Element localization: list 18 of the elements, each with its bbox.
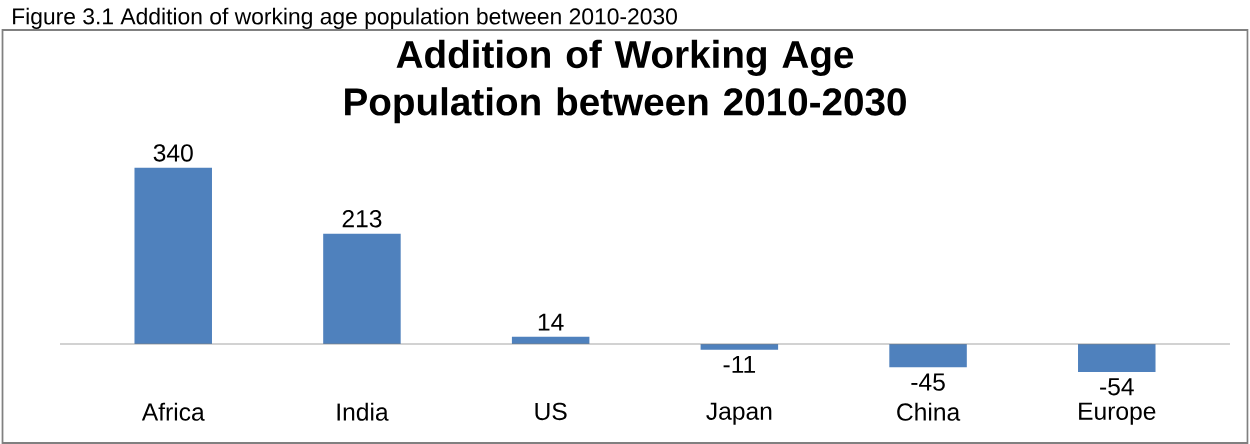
- x-tick-label: China: [897, 402, 961, 421]
- bar: [134, 167, 212, 345]
- data-label: 340: [153, 144, 193, 162]
- x-tick-label: Africa: [141, 402, 205, 421]
- bar: [889, 344, 967, 368]
- x-tick-label: US: [535, 402, 567, 421]
- x-tick-label: Japan: [706, 402, 772, 425]
- bar: [1078, 344, 1156, 372]
- data-label: 14: [538, 313, 564, 331]
- data-label: -11: [723, 355, 756, 373]
- x-tick-label: India: [337, 402, 389, 421]
- data-label: -45: [911, 373, 945, 391]
- data-label: -54: [1100, 378, 1134, 396]
- bar: [323, 233, 401, 345]
- data-label: 213: [342, 210, 382, 228]
- chart-title: Addition of Working Age Population between 2010-2030: [345, 39, 906, 124]
- x-tick-label: Europe: [1079, 402, 1156, 425]
- caption: Figure 3.1 Addition of working age population between 2010-2030: [13, 7, 677, 29]
